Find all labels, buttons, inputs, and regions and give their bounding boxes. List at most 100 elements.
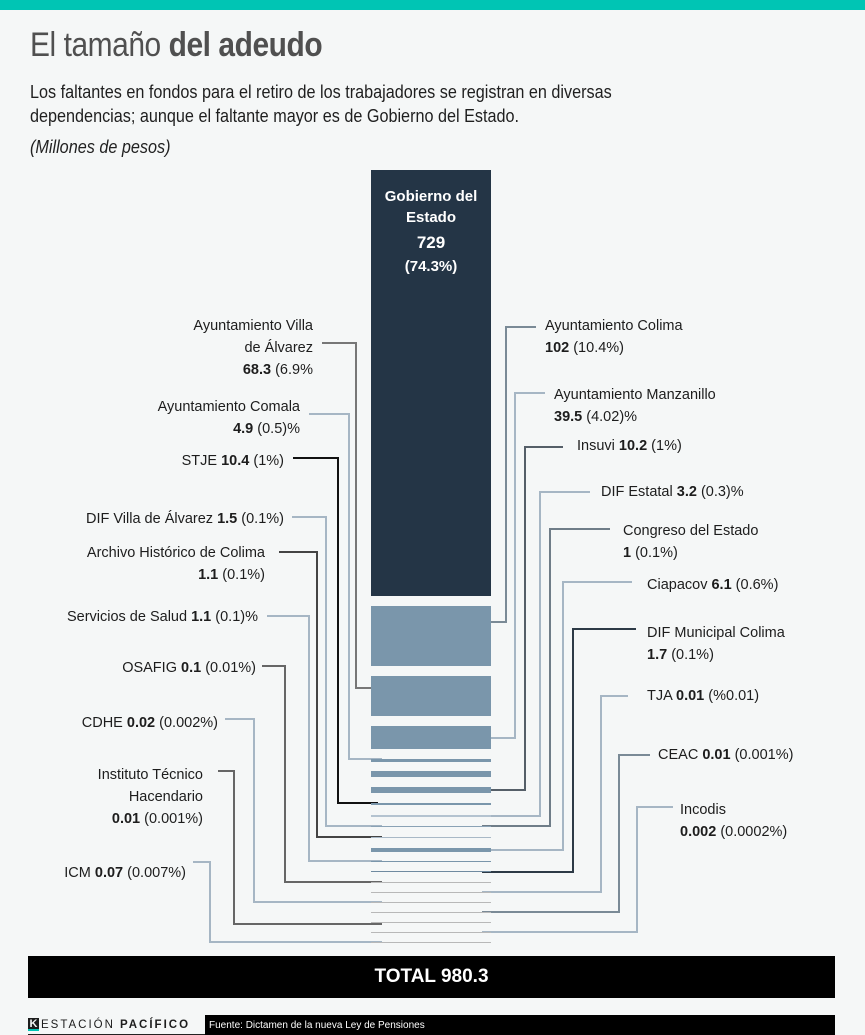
label-value: 0.01 xyxy=(676,688,704,704)
bar-segment-11 xyxy=(371,837,491,838)
connector-line xyxy=(482,754,650,913)
segment-label-15-line-1: Congreso del Estado xyxy=(623,523,758,539)
segment-label-2-line-1: Ayuntamiento Comala xyxy=(158,399,301,415)
accent-top-bar xyxy=(0,0,865,10)
segment-label-20-line-2: 0.002 (0.0002%) xyxy=(680,824,787,840)
segment-label-13-line-1: Insuvi 10.2 (1%) xyxy=(577,438,682,454)
connector-line xyxy=(478,446,563,791)
segment-label-6-line-1: Servicios de Salud 1.1 (0.1)% xyxy=(67,609,258,625)
logo-text-bold: PACÍFICO xyxy=(119,1018,191,1031)
label-text: Congreso del Estado xyxy=(623,523,758,539)
label-value: 68.3 xyxy=(243,362,271,378)
connector-line xyxy=(193,861,382,943)
bar-segment-4 xyxy=(371,726,491,749)
label-value: 3.2 xyxy=(677,484,697,500)
label-value: 102 xyxy=(545,340,569,356)
label-text: Servicios de Salud xyxy=(67,609,191,625)
label-text: Archivo Histórico de Colima xyxy=(87,545,266,561)
logo-text-light: ESTACIÓN xyxy=(41,1018,115,1031)
segment-label-11-line-1: Ayuntamiento Colima xyxy=(545,318,683,334)
segment-label-20-line-1: Incodis xyxy=(680,802,726,818)
bar-segment-8 xyxy=(371,803,491,805)
segment-label-4-line-1: DIF Villa de Álvarez 1.5 (0.1%) xyxy=(86,510,284,527)
connector-line xyxy=(225,718,382,903)
label-text: Insuvi xyxy=(577,438,619,454)
bar-segment-12 xyxy=(371,848,491,852)
units-note: (Millones de pesos) xyxy=(30,137,171,157)
label-value: 0.07 xyxy=(95,865,123,881)
connector-line xyxy=(482,695,628,893)
label-value: 1.1 xyxy=(198,567,218,583)
label-value: 0.02 xyxy=(127,715,155,731)
bar-segment-9 xyxy=(371,815,491,817)
label-text: (10.4%) xyxy=(569,340,624,356)
label-text: Ayuntamiento Comala xyxy=(158,399,301,415)
label-text: DIF Estatal xyxy=(601,484,677,500)
label-text: (6.9% xyxy=(271,362,313,378)
total-banner: TOTAL 980.3 xyxy=(28,956,835,998)
label-text: Incodis xyxy=(680,802,726,818)
label-text: Ciapacov xyxy=(647,577,711,593)
label-value: 10.2 xyxy=(619,438,647,454)
segment-label-11-line-2: 102 (10.4%) xyxy=(545,340,624,356)
label-value: 0.1 xyxy=(181,660,201,676)
label-text: (0.1%) xyxy=(631,545,678,561)
label-value: 6.1 xyxy=(711,577,731,593)
connector-line xyxy=(218,770,382,925)
bar-segments xyxy=(371,170,491,943)
label-text: (0.007%) xyxy=(123,865,186,881)
connector-line xyxy=(262,665,382,883)
bar-segment-1 xyxy=(371,170,491,596)
connector-line xyxy=(292,516,382,827)
label-text: (0.6%) xyxy=(732,577,779,593)
connector-line xyxy=(478,326,536,623)
connector-line xyxy=(482,581,632,851)
bar-segment-16 xyxy=(371,892,491,893)
label-text: STJE xyxy=(182,453,221,469)
label-text: (0.5)% xyxy=(253,421,300,437)
label-text: (1%) xyxy=(249,453,284,469)
segment-label-9-line-2: Hacendario xyxy=(129,789,203,805)
segment-label-7-line-1: OSAFIG 0.1 (0.01%) xyxy=(122,660,256,676)
segment-label-12-line-2: 39.5 (4.02)% xyxy=(554,409,637,425)
main-segment-label: Gobierno del Estado 729 (74.3%) xyxy=(385,188,478,275)
segment-label-15-line-2: 1 (0.1%) xyxy=(623,545,678,561)
segment-labels: Ayuntamiento Villa de Álvarez 68.3 (6.9% Ay… xyxy=(64,318,793,881)
bar-segment-7 xyxy=(371,787,491,793)
label-text: DIF Municipal Colima xyxy=(647,625,786,641)
label-text: (0.1%) xyxy=(667,647,714,663)
segment-label-9-line-3: 0.01 (0.001%) xyxy=(112,811,203,827)
main-label-pct: (74.3%) xyxy=(405,258,458,275)
bar-segment-18 xyxy=(371,912,491,913)
title-bold: del adeudo xyxy=(168,26,323,64)
label-text: (0.01%) xyxy=(201,660,256,676)
label-text: (0.001%) xyxy=(731,747,794,763)
label-text: (4.02)% xyxy=(582,409,637,425)
label-text: DIF Villa de Álvarez xyxy=(86,510,217,527)
bar-segment-19 xyxy=(371,922,491,923)
label-text: Ayuntamiento Villa xyxy=(193,318,314,334)
bar-segment-21 xyxy=(371,942,491,943)
footer: K ESTACIÓN PACÍFICO Fuente: Dictamen de … xyxy=(28,1015,835,1035)
label-text: (0.1)% xyxy=(211,609,258,625)
label-value: 39.5 xyxy=(554,409,582,425)
label-text: (0.3)% xyxy=(697,484,744,500)
label-value: 1.5 xyxy=(217,511,237,527)
bar-segment-3 xyxy=(371,676,491,716)
segment-label-12-line-1: Ayuntamiento Manzanillo xyxy=(554,387,716,403)
connector-line xyxy=(322,342,382,689)
page-subtitle: Los faltantes en fondos para el retiro d… xyxy=(30,82,612,126)
label-text: (0.1%) xyxy=(218,567,265,583)
bar-segment-2 xyxy=(371,606,491,666)
segment-label-17-line-2: 1.7 (0.1%) xyxy=(647,647,714,663)
connector-line xyxy=(482,528,610,827)
page-title: El tamaño del adeudo xyxy=(30,26,323,65)
connector-line xyxy=(279,551,382,838)
main-label-value: 729 xyxy=(417,233,445,252)
segment-label-2-line-2: 4.9 (0.5)% xyxy=(233,421,300,437)
bar-segment-15 xyxy=(371,882,491,883)
segment-label-10-line-1: ICM 0.07 (0.007%) xyxy=(64,865,186,881)
segment-label-9-line-1: Instituto Técnico xyxy=(98,767,203,783)
label-value: 0.01 xyxy=(112,811,140,827)
